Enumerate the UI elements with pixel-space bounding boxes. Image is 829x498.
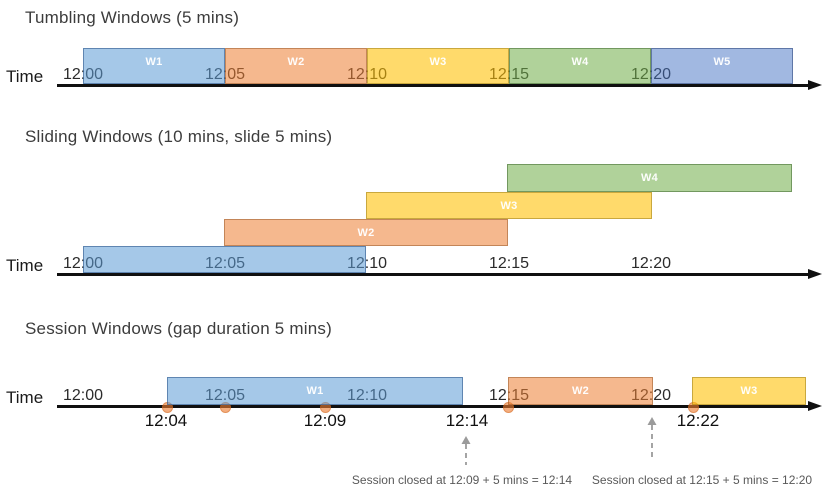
window-box-w5: W5 — [651, 48, 793, 84]
section-title-tumbling: Tumbling Windows (5 mins) — [25, 8, 240, 27]
event-time-label: 12:04 — [144, 411, 188, 430]
event-time-label: 12:22 — [676, 411, 720, 430]
window-box-w1: W1 — [167, 377, 463, 405]
window-label-w2: W2 — [287, 56, 305, 68]
dashed-up-arrow-icon — [461, 436, 471, 465]
timeline-arrow-icon — [808, 269, 822, 279]
window-label-w1: W1 — [306, 385, 324, 397]
window-label-w4: W4 — [640, 172, 659, 184]
timeline — [57, 84, 808, 87]
window-box-w4: W4 — [509, 48, 651, 84]
window-box-w2: W2 — [225, 48, 367, 84]
timeline — [57, 273, 808, 276]
window-box-w1 — [83, 246, 366, 273]
window-label-w2: W2 — [357, 226, 375, 239]
window-box-w3: W3 — [367, 48, 509, 84]
event-time-label: 12:14 — [445, 411, 489, 430]
time-axis-label: Time — [6, 256, 44, 275]
window-label-w1: W1 — [145, 56, 163, 68]
window-label-w2: W2 — [571, 385, 590, 397]
timeline — [57, 405, 808, 408]
window-label-w3: W3 — [429, 56, 447, 68]
dashed-up-arrow-icon — [647, 417, 657, 461]
event-time-label: 12:09 — [303, 411, 347, 430]
timeline-arrow-icon — [808, 80, 822, 90]
section-title-sliding: Sliding Windows (10 mins, slide 5 mins) — [25, 127, 333, 146]
window-box-w2: W2 — [224, 219, 508, 246]
time-axis-label: Time — [6, 67, 44, 86]
window-box-w3: W3 — [692, 377, 806, 405]
window-label-w3: W3 — [500, 199, 518, 212]
tick-label: 12:00 — [62, 387, 104, 404]
window-label-w3: W3 — [740, 385, 758, 397]
session-closed-note: Session closed at 12:15 + 5 mins = 12:20 — [591, 473, 813, 487]
session-closed-note: Session closed at 12:09 + 5 mins = 12:14 — [351, 473, 573, 487]
window-box-w4: W4 — [507, 164, 792, 192]
time-axis-label: Time — [6, 388, 44, 407]
window-box-w2: W2 — [508, 377, 653, 405]
window-label-w4: W4 — [571, 56, 589, 68]
section-title-session: Session Windows (gap duration 5 mins) — [25, 319, 332, 338]
window-box-w1: W1 — [83, 48, 225, 84]
window-box-w3: W3 — [366, 192, 652, 219]
tick-label: 12:20 — [630, 255, 672, 272]
timeline-arrow-icon — [808, 401, 822, 411]
window-label-w5: W5 — [713, 56, 731, 68]
tick-label: 12:15 — [488, 255, 530, 272]
